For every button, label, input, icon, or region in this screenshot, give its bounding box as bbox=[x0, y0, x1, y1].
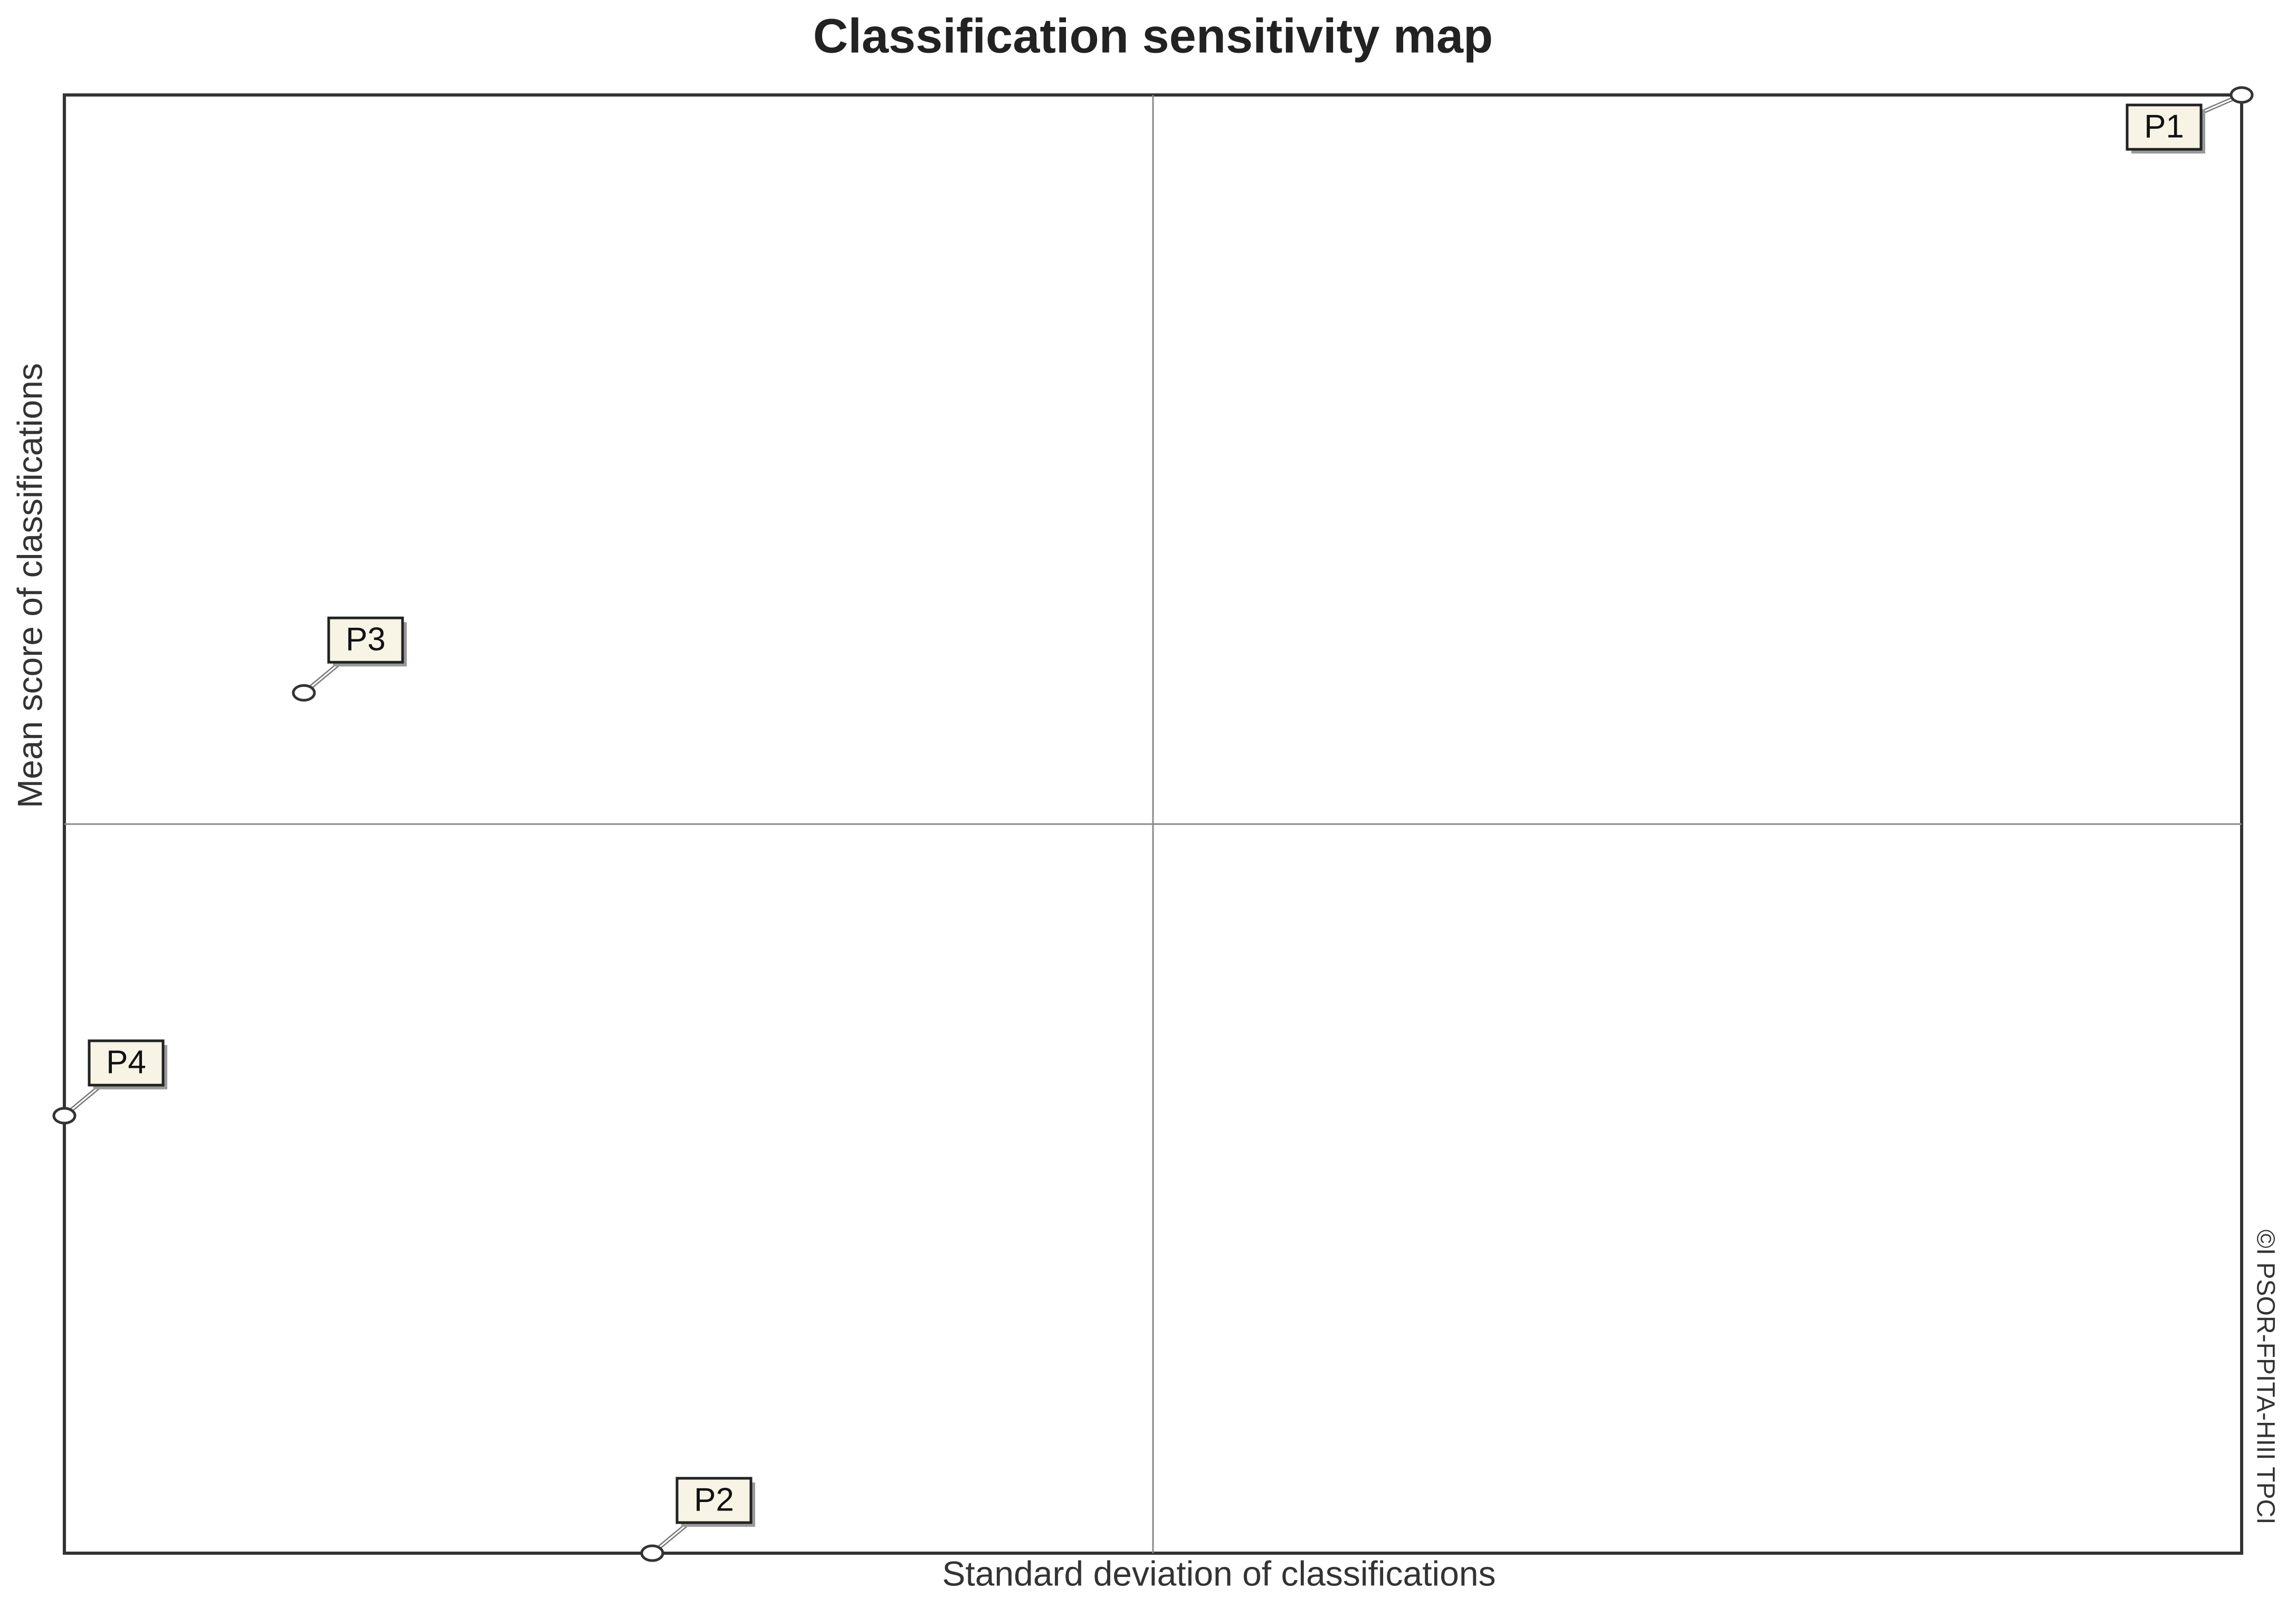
point bbox=[292, 684, 316, 702]
label-box bbox=[2126, 103, 2203, 151]
point-label: P1 bbox=[2144, 108, 2184, 145]
point-label: P3 bbox=[346, 621, 386, 658]
label-box bbox=[675, 1477, 752, 1524]
x-axis-label: Standard deviation of classifications bbox=[942, 1554, 1495, 1593]
label-box bbox=[88, 1039, 165, 1087]
point bbox=[52, 1107, 77, 1125]
point bbox=[640, 1544, 664, 1562]
chart-title: Classification sensitivity map bbox=[813, 9, 1493, 63]
point-label: P2 bbox=[694, 1481, 734, 1518]
y-axis-label: Mean score of classifications bbox=[10, 363, 49, 808]
point-label: P4 bbox=[106, 1044, 146, 1080]
point bbox=[2230, 86, 2254, 104]
watermark: ©I PSOR-FPITA-HIII TPCI bbox=[2251, 1230, 2279, 1525]
label-box bbox=[327, 616, 404, 664]
